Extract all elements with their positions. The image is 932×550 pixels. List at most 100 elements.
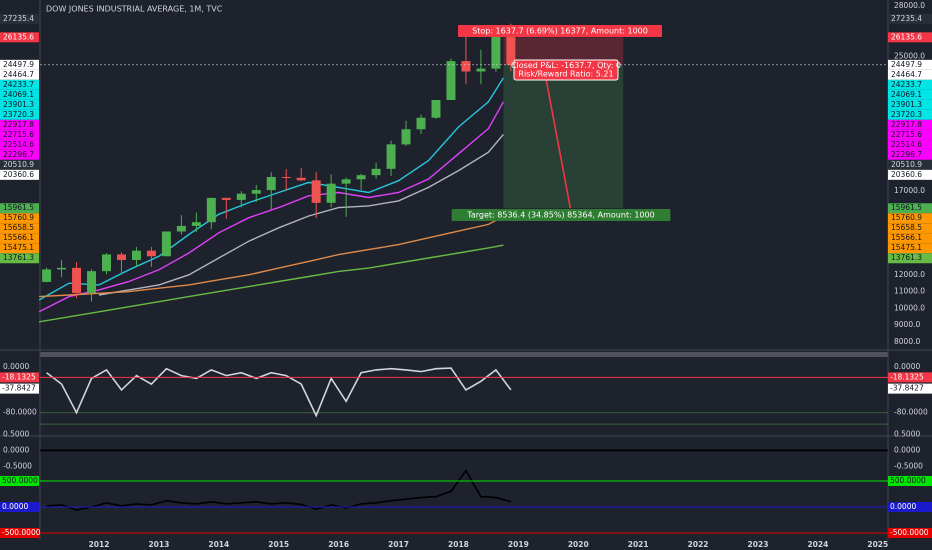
price-tag xyxy=(888,89,932,100)
price-tag xyxy=(888,79,932,90)
candle-body xyxy=(102,254,111,272)
price-tag xyxy=(888,149,932,160)
x-tick-label: 2019 xyxy=(508,540,529,549)
y-tick-label: 12000.0 xyxy=(894,270,925,279)
value-tag-label: -37.8427 xyxy=(2,384,36,393)
price-tag xyxy=(888,119,932,130)
x-tick-label: 2012 xyxy=(89,540,110,549)
candle-body xyxy=(386,144,396,169)
value-tag xyxy=(0,501,39,512)
x-tick-label: 2023 xyxy=(748,540,769,549)
candle-body xyxy=(326,183,336,203)
y-tick-label-left: -0.5000 xyxy=(3,461,32,470)
y-tick-label-left: 0.5000 xyxy=(3,429,29,438)
price-tag xyxy=(888,203,932,214)
candle-body xyxy=(281,176,291,178)
price-tag xyxy=(888,213,932,224)
candle-body xyxy=(401,129,411,145)
price-tag xyxy=(0,243,39,254)
x-tick-label: 2022 xyxy=(688,540,709,549)
y-tick-label: 9000.0 xyxy=(894,320,920,329)
stop-label-box xyxy=(458,25,662,37)
candle-body xyxy=(176,225,186,232)
value-tag xyxy=(888,475,932,486)
price-tag-label: 20360.6 xyxy=(891,170,922,179)
candle-body xyxy=(57,267,67,270)
value-tag-label: 0.0000 xyxy=(2,502,28,511)
price-tag xyxy=(0,129,39,140)
price-tag-label: 26135.6 xyxy=(891,32,922,41)
candle-body xyxy=(146,250,156,257)
price-tag xyxy=(888,139,932,150)
price-tag-label: 15475.1 xyxy=(3,243,34,252)
candle-body xyxy=(116,254,126,261)
x-tick-label: 2016 xyxy=(328,540,349,549)
price-tag xyxy=(888,159,932,170)
price-tag-label: 22514.6 xyxy=(3,140,34,149)
target-label-box xyxy=(451,209,671,221)
target-zone xyxy=(503,64,624,209)
candle-body xyxy=(131,250,141,261)
y-tick-label: 28000.0 xyxy=(894,1,925,10)
price-tag-label: 20360.6 xyxy=(3,170,34,179)
y-tick-label: 11000.0 xyxy=(894,287,925,296)
price-tag xyxy=(0,119,39,130)
price-tag xyxy=(0,169,39,180)
value-tag-label: -500.0000 xyxy=(2,528,41,537)
moving-average xyxy=(39,215,504,298)
price-tag-label: 15961.5 xyxy=(3,203,34,212)
price-tag xyxy=(888,32,932,43)
price-tag-label: 26135.6 xyxy=(3,32,34,41)
y-tick-label: 0.0000 xyxy=(894,445,920,454)
price-tag-label: 24464.7 xyxy=(3,70,34,79)
candle-body xyxy=(356,175,366,180)
closed-label: Closed P&L: -1637.7, Qty: 0 xyxy=(511,61,621,70)
candle-body xyxy=(476,68,486,72)
candle-body xyxy=(206,197,216,223)
value-tag xyxy=(0,372,39,383)
y-tick-label-left: 0.0000 xyxy=(3,445,29,454)
price-tag-label: 20510.9 xyxy=(891,160,922,169)
price-tag xyxy=(0,99,39,110)
candle-body xyxy=(251,190,261,194)
price-tag xyxy=(0,89,39,100)
candle-body xyxy=(371,168,381,176)
price-tag-label: 27235.4 xyxy=(3,14,34,23)
price-tag xyxy=(0,213,39,224)
indicator-line xyxy=(46,469,512,511)
price-tag xyxy=(888,109,932,120)
y-tick-label: 0.0000 xyxy=(894,362,920,371)
price-tag xyxy=(888,69,932,80)
x-tick-label: 2013 xyxy=(148,540,169,549)
value-tag xyxy=(888,383,932,394)
candle-body xyxy=(491,31,501,69)
price-tag xyxy=(0,79,39,90)
candle-body xyxy=(221,197,231,200)
target-label: Target: 8536.4 (34.85%) 85364, Amount: 1… xyxy=(466,211,654,220)
price-tag xyxy=(0,59,39,70)
candle-body xyxy=(236,193,246,200)
candle-body xyxy=(506,31,516,65)
price-tag-label: 22296.7 xyxy=(891,150,922,159)
candle-body xyxy=(416,117,426,130)
price-tag xyxy=(888,253,932,264)
pane-divider-bar xyxy=(40,352,888,357)
value-tag xyxy=(888,372,932,383)
price-tag xyxy=(888,99,932,110)
stop-label: Stop: 1637.7 (6.69%) 16377, Amount: 1000 xyxy=(472,27,648,36)
price-tag-label: 23720.3 xyxy=(3,110,34,119)
value-tag xyxy=(888,527,932,538)
price-tag-label: 15566.1 xyxy=(3,233,34,242)
price-tag-label: 23901.3 xyxy=(3,100,34,109)
y-tick-label: 10000.0 xyxy=(894,303,925,312)
x-tick-label: 2018 xyxy=(448,540,469,549)
value-tag-label: -500.0000 xyxy=(890,528,929,537)
price-tag-label: 24233.7 xyxy=(891,80,922,89)
price-tag xyxy=(888,129,932,140)
price-tag xyxy=(0,223,39,234)
x-tick-label: 2025 xyxy=(867,540,888,549)
y-tick-label: -80.0000 xyxy=(894,408,928,417)
price-tag-label: 23901.3 xyxy=(891,100,922,109)
